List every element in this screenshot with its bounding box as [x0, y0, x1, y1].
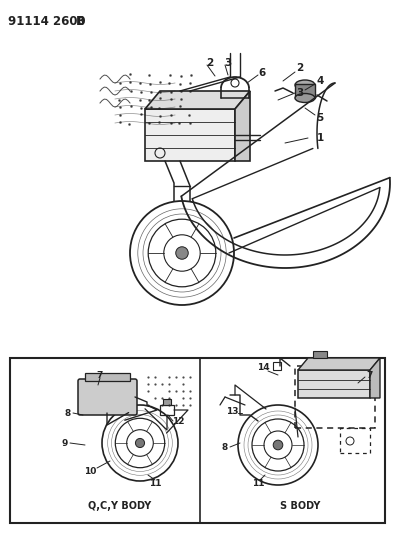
Bar	[10, 358, 385, 523]
Bar	[145, 109, 235, 161]
Polygon shape	[370, 358, 380, 398]
Text: 91114 2600: 91114 2600	[8, 15, 86, 28]
Circle shape	[273, 440, 283, 450]
Text: 7: 7	[97, 370, 103, 379]
Text: Q,C,Y BODY: Q,C,Y BODY	[88, 501, 152, 511]
Bar	[273, 362, 281, 370]
Circle shape	[135, 439, 145, 448]
Bar	[295, 84, 315, 98]
Bar	[85, 373, 130, 381]
Text: 11: 11	[252, 479, 264, 488]
Ellipse shape	[295, 80, 315, 90]
Polygon shape	[235, 91, 250, 161]
Bar	[163, 399, 171, 405]
Text: B: B	[76, 15, 85, 28]
Polygon shape	[145, 91, 250, 109]
Text: 10: 10	[84, 466, 96, 475]
Text: 6: 6	[258, 68, 265, 78]
Text: 3: 3	[224, 58, 231, 68]
Text: 14: 14	[257, 364, 269, 373]
Bar	[298, 370, 370, 398]
Ellipse shape	[295, 93, 315, 102]
FancyBboxPatch shape	[78, 379, 137, 415]
Text: 9: 9	[62, 439, 68, 448]
Polygon shape	[298, 358, 380, 370]
Text: 12: 12	[172, 416, 184, 425]
Bar	[295, 366, 375, 428]
Text: 11: 11	[149, 479, 161, 488]
Text: 13: 13	[226, 407, 238, 416]
Text: 8: 8	[222, 442, 228, 451]
Text: 1: 1	[316, 133, 324, 143]
Text: 3: 3	[296, 88, 304, 98]
Text: 2: 2	[296, 63, 304, 73]
Bar	[340, 428, 370, 453]
Text: 2: 2	[206, 58, 214, 68]
Text: S BODY: S BODY	[280, 501, 320, 511]
Text: 4: 4	[316, 76, 324, 86]
Circle shape	[176, 247, 188, 259]
Text: 5: 5	[316, 113, 324, 123]
Bar	[313, 351, 327, 358]
Text: 7: 7	[367, 370, 373, 379]
Bar	[160, 405, 174, 415]
Text: 8: 8	[65, 408, 71, 417]
